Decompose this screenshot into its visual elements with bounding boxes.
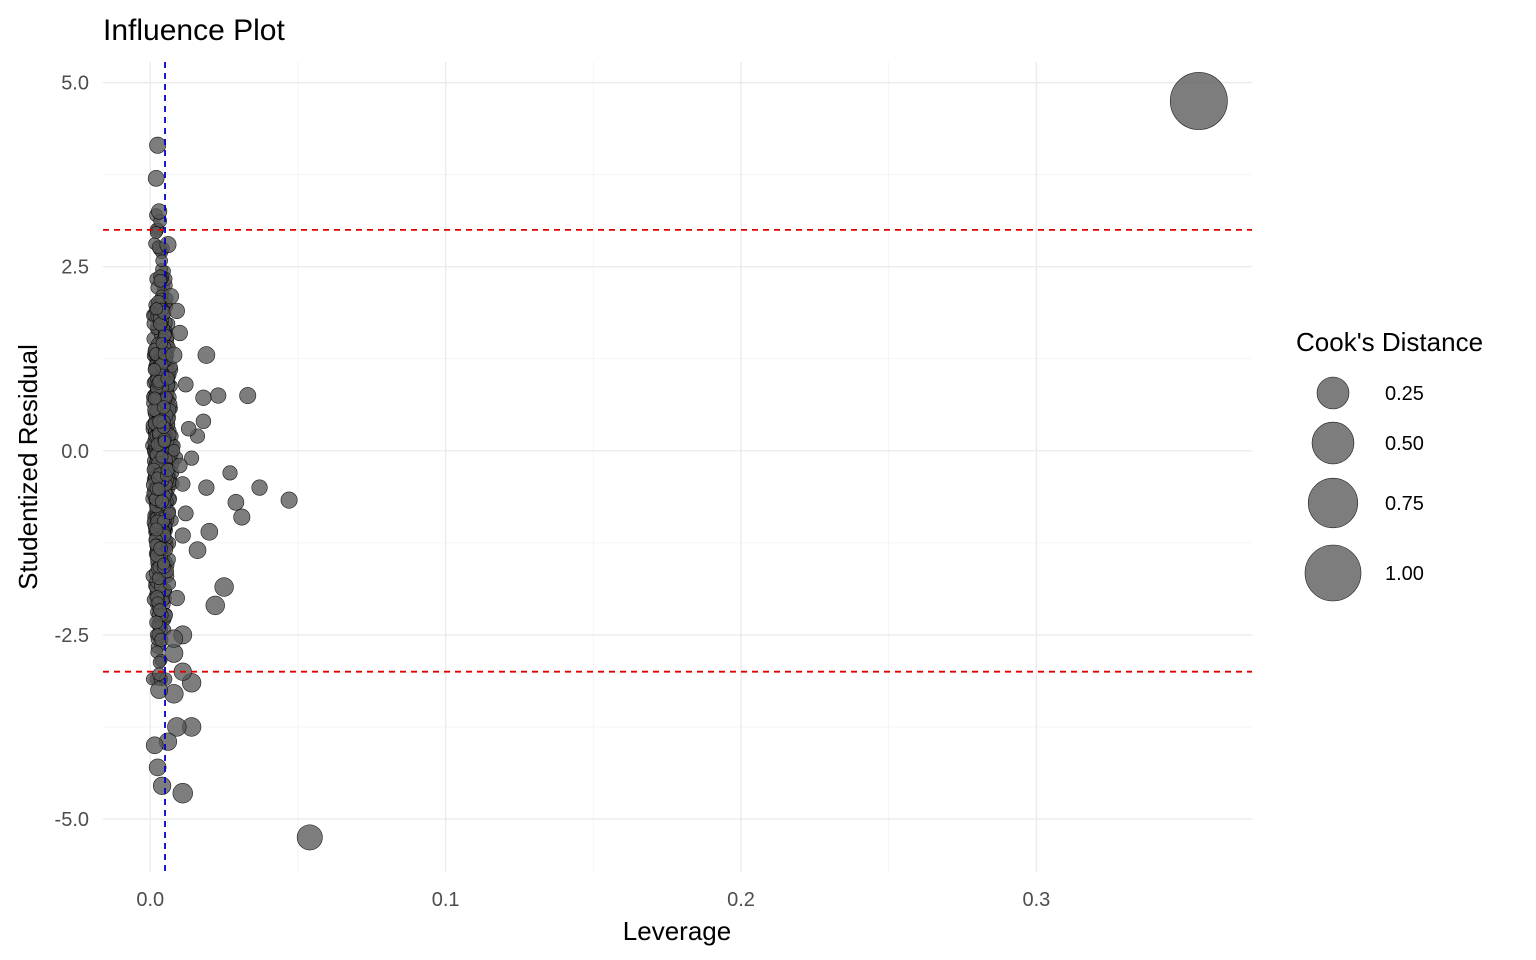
data-point [168, 589, 185, 607]
y-tick-label: 5.0 [61, 73, 89, 95]
legend-label: 0.50 [1385, 433, 1424, 455]
data-point [167, 717, 187, 737]
x-tick-label: 0.2 [727, 889, 755, 911]
grid [103, 62, 1252, 872]
data-point [155, 450, 169, 464]
data-point [210, 387, 227, 404]
data-point [149, 522, 164, 537]
data-point [153, 541, 168, 556]
data-point [157, 557, 171, 571]
data-point [200, 523, 219, 541]
data-point [195, 413, 212, 430]
x-axis-ticks: 0.0 0.1 0.2 0.3 [136, 889, 1050, 911]
data-point [222, 465, 238, 481]
data-point [163, 506, 176, 520]
legend-label: 1.00 [1385, 563, 1424, 585]
data-point [147, 363, 161, 377]
data-point [152, 655, 166, 669]
data-point [153, 273, 168, 288]
data-point [177, 376, 194, 393]
data-point [147, 170, 165, 187]
x-tick-label: 0.3 [1022, 889, 1050, 911]
y-axis-title: Studentized Residual [13, 344, 43, 590]
data-point [251, 479, 268, 496]
x-tick-label: 0.1 [432, 889, 460, 911]
data-point [188, 541, 207, 559]
data-point [227, 494, 245, 511]
x-tick-label: 0.0 [136, 889, 164, 911]
data-point [1169, 72, 1228, 130]
data-point [280, 491, 298, 509]
data-point [156, 400, 171, 415]
data-point [197, 346, 216, 364]
data-point [233, 508, 251, 526]
data-point [175, 476, 191, 492]
x-axis-title: Leverage [623, 916, 731, 946]
data-point [177, 505, 194, 522]
data-point [147, 391, 162, 406]
data-point [171, 324, 188, 342]
data-point [162, 288, 180, 305]
data-point [198, 479, 215, 496]
data-point [174, 527, 191, 544]
legend-key-circle [1311, 421, 1355, 465]
legend: Cook's Distance 0.25 0.50 0.75 1.00 [1296, 327, 1483, 602]
data-point [167, 444, 181, 457]
data-point [164, 629, 183, 648]
data-point [153, 603, 167, 617]
data-point [152, 776, 172, 795]
legend-label: 0.25 [1385, 383, 1424, 405]
data-point [239, 387, 257, 405]
data-point [172, 783, 193, 804]
data-point [148, 758, 167, 777]
chart-title: Influence Plot [103, 14, 285, 47]
data-point [180, 421, 197, 437]
data-point [159, 236, 177, 254]
data-point [165, 346, 183, 364]
data-point [172, 457, 188, 474]
legend-key-circle [1316, 376, 1350, 410]
legend-key-circle [1307, 477, 1359, 529]
data-point [152, 667, 166, 681]
data-point [154, 494, 169, 509]
y-tick-label: -2.5 [55, 625, 89, 647]
data-point [214, 577, 234, 597]
data-point [168, 302, 185, 319]
data-point [149, 226, 163, 239]
data-point [205, 595, 225, 616]
data-point [152, 414, 167, 429]
y-tick-label: -5.0 [55, 809, 89, 831]
legend-title: Cook's Distance [1296, 327, 1483, 357]
y-tick-label: 2.5 [61, 257, 89, 279]
data-point [149, 136, 167, 154]
data-point [152, 482, 166, 496]
data-point [296, 824, 323, 851]
reference-lines [103, 62, 1252, 872]
y-tick-label: 0.0 [61, 441, 89, 463]
data-point [150, 302, 164, 316]
data-point [162, 577, 177, 591]
legend-key-circle [1304, 544, 1362, 602]
data-point [195, 389, 212, 406]
data-point [151, 203, 168, 220]
data-point [160, 371, 175, 386]
y-axis-ticks: -5.0 -2.5 0.0 2.5 5.0 [55, 73, 89, 831]
data-point [149, 615, 164, 630]
data-point [150, 681, 168, 699]
legend-label: 0.75 [1385, 493, 1424, 515]
data-point [145, 736, 164, 755]
data-point [184, 450, 200, 466]
data-points [145, 72, 1228, 851]
